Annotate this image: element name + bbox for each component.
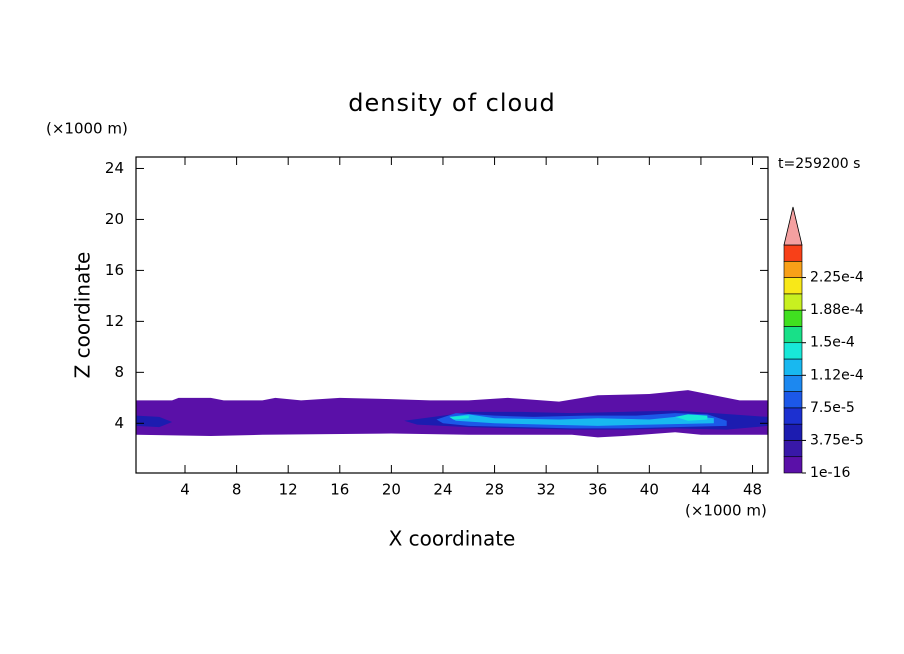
x-tick-label: 8 [232,481,242,499]
colorbar-label: 2.25e-4 [810,270,864,286]
colorbar-band [783,391,803,409]
y-axis-label: Z coordinate [71,252,95,379]
x-tick-label: 32 [537,481,556,499]
y-tick-label: 20 [105,210,124,228]
y-tick-label: 24 [105,159,124,177]
colorbar-label: 1e-16 [810,465,850,481]
colorbar-band [783,407,803,425]
contour-region [136,415,173,428]
colorbar-label: 7.5e-5 [810,400,855,416]
colorbar-label: 1.12e-4 [810,367,864,383]
colorbar-label: 1.5e-4 [810,335,855,351]
x-tick-label: 20 [382,481,401,499]
colorbar-band [783,456,803,474]
colorbar-label: 3.75e-5 [810,432,864,448]
colorbar-band [783,358,803,376]
x-tick-label: 40 [640,481,659,499]
x-tick-label: 4 [180,481,190,499]
y-tick-label: 16 [105,261,124,279]
colorbar-band [783,326,803,344]
colorbar-band [783,293,803,311]
time-label: t=259200 s [778,156,860,172]
y-tick-label: 4 [114,414,124,432]
contour-region [449,415,469,420]
y-tick-label: 12 [105,312,124,330]
x-tick-label: 44 [691,481,710,499]
x-tick-label: 24 [433,481,452,499]
contour-region [675,414,708,421]
colorbar-band [783,260,803,278]
colorbar-label: 1.88e-4 [810,302,864,318]
y-unit: (×1000 m) [46,120,128,138]
x-tick-label: 28 [485,481,504,499]
x-unit: (×1000 m) [685,502,767,520]
field [136,390,768,438]
colorbar-band [783,309,803,327]
colorbar-band [783,277,803,295]
colorbar-band [783,342,803,360]
contour-region [449,414,714,426]
x-axis-label: X coordinate [389,527,516,551]
x-tick-label: 12 [279,481,298,499]
plot-frame [135,156,769,474]
colorbar-band [783,423,803,441]
x-tick-label: 36 [588,481,607,499]
x-tick-label: 48 [743,481,762,499]
colorbar-band [783,440,803,458]
y-tick-label: 8 [114,363,124,381]
colorbar-extend [783,206,803,246]
chart-title: density of cloud [348,89,555,117]
x-tick-label: 16 [330,481,349,499]
colorbar-band [783,374,803,392]
colorbar-band [783,244,803,262]
